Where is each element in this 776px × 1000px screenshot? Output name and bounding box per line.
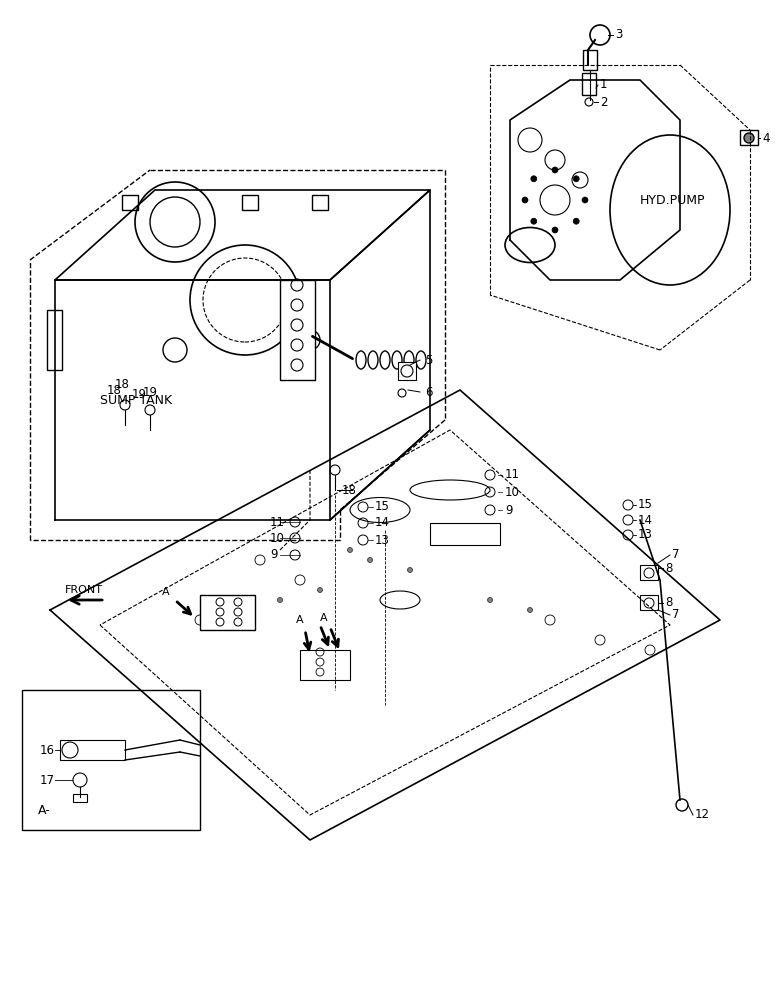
Text: FRONT: FRONT: [65, 585, 103, 595]
Circle shape: [528, 607, 532, 612]
Text: 15: 15: [375, 500, 390, 514]
Bar: [200, 595, 255, 630]
Text: 15: 15: [638, 498, 653, 512]
Bar: [47, 310, 62, 370]
Text: 18: 18: [115, 378, 130, 391]
Text: 9: 9: [505, 504, 512, 516]
Bar: [398, 362, 416, 380]
Bar: [583, 50, 597, 70]
Bar: [122, 195, 138, 210]
Circle shape: [531, 218, 537, 224]
Bar: [280, 280, 315, 380]
Text: 8: 8: [665, 562, 672, 574]
Text: A: A: [162, 587, 170, 597]
Text: 8: 8: [665, 596, 672, 609]
Bar: [740, 130, 758, 145]
Circle shape: [552, 167, 558, 173]
Text: 18: 18: [342, 484, 357, 496]
Text: 4: 4: [762, 131, 770, 144]
Text: 5: 5: [425, 354, 432, 366]
Bar: [582, 73, 596, 95]
Circle shape: [407, 568, 413, 572]
Circle shape: [582, 197, 588, 203]
Circle shape: [317, 587, 323, 592]
Circle shape: [368, 558, 372, 562]
Text: 11: 11: [270, 516, 285, 528]
Bar: [242, 195, 258, 210]
Text: 19: 19: [143, 385, 158, 398]
Bar: [60, 740, 125, 760]
Text: 13: 13: [375, 534, 390, 546]
Text: 7: 7: [672, 608, 680, 621]
Circle shape: [348, 548, 352, 552]
Circle shape: [552, 227, 558, 233]
Bar: [312, 195, 328, 210]
Text: 3: 3: [615, 28, 622, 41]
Text: 18: 18: [107, 383, 122, 396]
Text: A-: A-: [38, 804, 50, 816]
Text: 19: 19: [132, 388, 147, 401]
Text: 14: 14: [375, 516, 390, 530]
Circle shape: [744, 133, 754, 143]
Text: 14: 14: [638, 514, 653, 526]
Circle shape: [522, 197, 528, 203]
Bar: [73, 794, 87, 802]
Text: 2: 2: [600, 96, 608, 108]
Text: SUMP TANK: SUMP TANK: [100, 393, 172, 406]
Text: 10: 10: [270, 532, 285, 544]
Text: 6: 6: [425, 385, 432, 398]
Text: 16: 16: [40, 744, 55, 756]
Circle shape: [487, 597, 493, 602]
Bar: [430, 523, 500, 545]
Text: A: A: [296, 615, 303, 625]
Text: HYD.PUMP: HYD.PUMP: [640, 194, 705, 207]
Text: 12: 12: [695, 808, 710, 822]
Circle shape: [531, 176, 537, 182]
Bar: [640, 565, 658, 580]
Text: 1: 1: [600, 79, 608, 92]
Text: 9: 9: [270, 548, 278, 562]
Text: 7: 7: [672, 548, 680, 562]
Text: 13: 13: [638, 528, 653, 542]
Text: 10: 10: [505, 486, 520, 498]
Bar: [300, 650, 350, 680]
Circle shape: [278, 597, 282, 602]
Bar: [640, 595, 658, 610]
Circle shape: [573, 218, 579, 224]
Bar: [22, 690, 200, 830]
Text: A: A: [320, 613, 327, 623]
Text: 17: 17: [40, 774, 55, 786]
Text: 11: 11: [505, 468, 520, 482]
Circle shape: [573, 176, 579, 182]
